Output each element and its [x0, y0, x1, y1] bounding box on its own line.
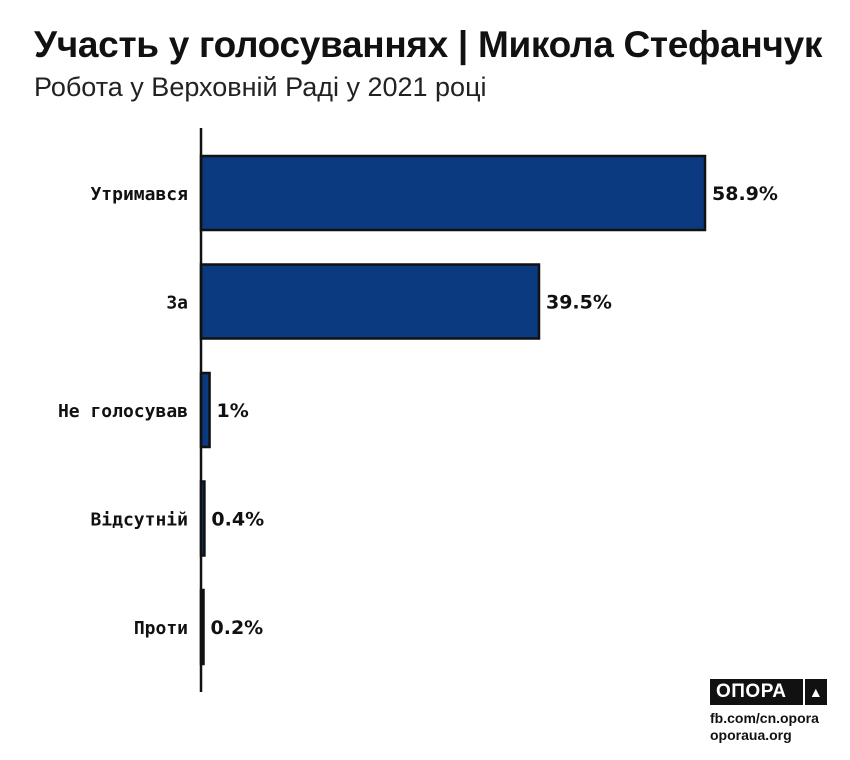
category-label-for: За	[166, 293, 188, 314]
value-label-not-voted: 1%	[217, 400, 249, 422]
value-label-absent: 0.4%	[211, 509, 264, 531]
source-website: oporaua.org	[710, 727, 792, 743]
value-label-against: 0.2%	[211, 617, 264, 639]
source-facebook: fb.com/cn.opora	[710, 710, 819, 726]
category-label-against: Проти	[134, 618, 188, 639]
category-label-not-voted: Не голосував	[58, 401, 188, 422]
bar-for	[199, 263, 541, 340]
chart-title: Участь у голосуваннях | Микола Стефанчук	[34, 24, 823, 65]
category-label-absent: Відсутній	[90, 510, 188, 531]
value-label-for: 39.5%	[546, 292, 612, 314]
triangle-up-icon: ▲	[803, 679, 827, 705]
value-label-abstained: 58.9%	[712, 183, 778, 205]
opora-logo-text: ОПОРА	[716, 681, 787, 702]
category-label-abstained: Утримався	[90, 184, 188, 205]
chart-subtitle: Робота у Верховній Раді у 2021 році	[34, 72, 487, 102]
bar-abstained	[199, 154, 707, 232]
bar-not-voted	[199, 371, 211, 449]
opora-logo: ОПОРА ▲	[710, 679, 827, 705]
